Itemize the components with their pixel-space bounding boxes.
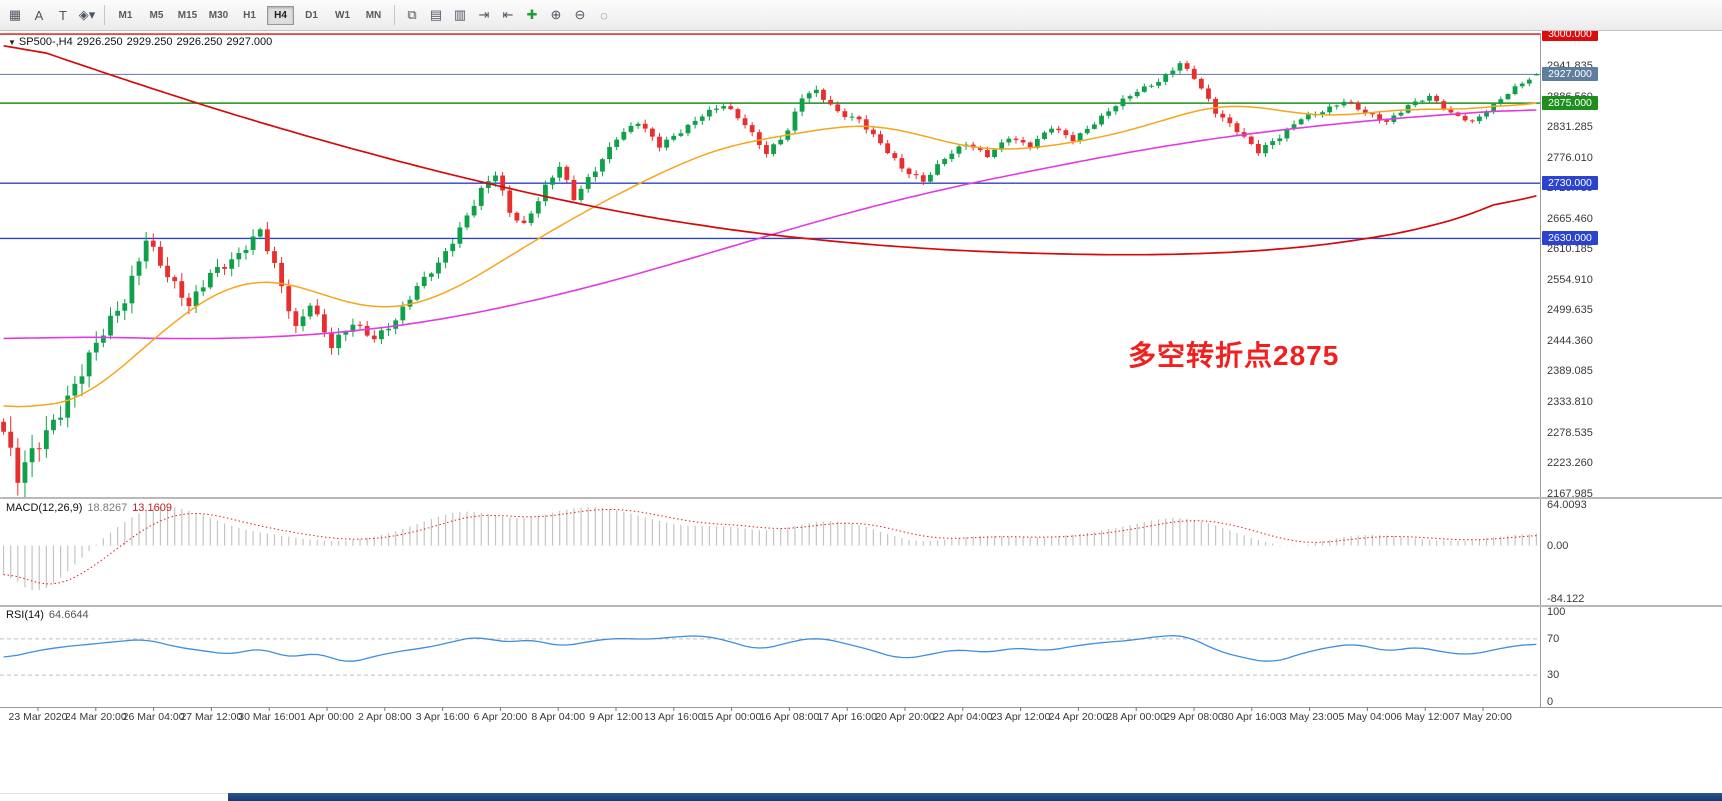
zoom-in-icon[interactable]: ⊕ bbox=[550, 7, 562, 22]
toolbar-separator bbox=[104, 5, 105, 25]
main-toolbar: ▦ A T ◈▾ M1 M5 M15 M30 H1 H4 D1 W1 MN ⧉ ▤ ▥ ⇥ ⇤ ✚ ⊕ ⊖ ◌ bbox=[0, 0, 1722, 31]
rsi-line bbox=[3, 634, 1537, 662]
auto-scroll-icon[interactable]: ⇤ bbox=[502, 7, 514, 22]
timeframe-m5-button[interactable]: M5 bbox=[149, 9, 164, 21]
statusbar-left bbox=[0, 793, 228, 801]
charts-grid-icon[interactable]: ▦ bbox=[8, 7, 22, 22]
refresh-icon[interactable]: ◌ bbox=[600, 7, 608, 23]
timeframe-h1-button[interactable]: H1 bbox=[243, 9, 256, 21]
macd-signal-line bbox=[3, 508, 1537, 585]
candlesticks bbox=[1, 60, 1539, 498]
new-chart-icon[interactable]: ✚ bbox=[526, 7, 538, 22]
timeframe-w1-button[interactable]: W1 bbox=[335, 9, 350, 21]
ma-orange-line bbox=[3, 102, 1537, 408]
timeframe-d1-button[interactable]: D1 bbox=[305, 9, 318, 21]
ma-red-line bbox=[3, 44, 1537, 256]
chart-shift-icon[interactable]: ⇥ bbox=[478, 7, 490, 22]
timeframe-m30-button[interactable]: M30 bbox=[208, 9, 229, 21]
toolbar-separator bbox=[394, 5, 395, 25]
tile-windows-horizontal-icon[interactable]: ▤ bbox=[429, 7, 443, 22]
ma-magenta-line bbox=[3, 109, 1537, 340]
tile-windows-vertical-icon[interactable]: ▥ bbox=[453, 7, 467, 22]
timeframe-mn-button[interactable]: MN bbox=[365, 9, 382, 21]
timeframe-m15-button[interactable]: M15 bbox=[177, 9, 198, 21]
timeframe-m1-button[interactable]: M1 bbox=[118, 9, 133, 21]
zoom-out-icon[interactable]: ⊖ bbox=[574, 7, 586, 22]
text-label-a-icon[interactable]: A bbox=[34, 7, 44, 23]
shapes-dropdown-icon[interactable]: ◈▾ bbox=[78, 7, 96, 22]
timeframe-h4-button[interactable]: H4 bbox=[267, 5, 294, 25]
toolbar-left-icons: ▦ A T ◈▾ bbox=[4, 4, 98, 26]
taskbar-strip bbox=[228, 793, 1722, 801]
text-tool-icon[interactable]: T bbox=[59, 7, 67, 23]
timeframe-buttons: M1 M5 M15 M30 H1 H4 D1 W1 MN bbox=[111, 5, 388, 25]
cascade-windows-icon[interactable]: ⧉ bbox=[407, 7, 417, 22]
toolbar-right-icons: ⧉ ▤ ▥ ⇥ ⇤ ✚ ⊕ ⊖ ◌ bbox=[401, 4, 615, 26]
macd-histogram bbox=[2, 506, 1538, 591]
